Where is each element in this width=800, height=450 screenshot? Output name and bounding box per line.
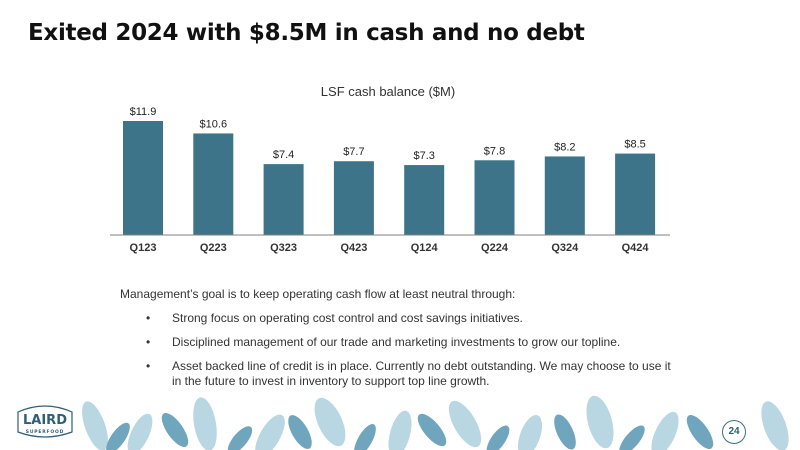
bullet-item: • Disciplined management of our trade and… [120,335,680,350]
bullet-marker: • [146,359,151,373]
bullets-intro: Management’s goal is to keep operating c… [120,287,516,301]
leaf-pattern-footer [82,395,789,450]
bullet-marker: • [146,311,151,325]
bar-q424 [615,153,656,235]
x-tick-label: Q323 [270,242,297,254]
x-tick-label: Q324 [551,242,579,254]
bar-q223 [193,133,234,235]
bullet-item: • Asset backed line of credit is in place… [120,359,680,389]
bar-q224 [474,160,515,235]
x-tick-label: Q424 [622,242,650,254]
chart-title: LSF cash balance ($M) [321,84,455,99]
x-tick-label: Q224 [481,242,509,254]
bar-value-label: $7.8 [484,145,505,157]
slide-title: Exited 2024 with $8.5M in cash and no de… [28,20,585,46]
laird-superfood-logo: LAIRD SUPERFOOD [17,405,73,438]
bullet-list: • Strong focus on operating cost control … [120,311,680,389]
cash-balance-chart: LSF cash balance ($M) $11.9 Q123 $10.6 Q223… [110,84,670,254]
bullet-item: • Strong focus on operating cost control … [120,311,680,326]
bullet-marker: • [146,335,151,349]
bar-q123 [123,121,163,235]
bullet-text: Disciplined management of our trade and … [172,335,621,349]
bar-value-label: $8.2 [554,141,575,153]
page-number: 24 [722,420,746,444]
bar-q124 [404,165,445,235]
svg-text:SUPERFOOD: SUPERFOOD [26,429,64,435]
bar-value-label: $7.4 [273,149,294,161]
bullet-section: Management’s goal is to keep operating c… [120,287,680,398]
bar-q324 [544,156,585,235]
leaf-shapes-dark [106,412,714,450]
leaf-shapes-light [82,395,789,450]
x-tick-label: Q123 [130,242,157,254]
x-tick-label: Q223 [200,242,227,254]
bar-q323 [263,164,304,235]
bar-value-label: $7.7 [343,146,364,158]
bar-value-label: $10.6 [200,118,228,130]
bar-value-label: $11.9 [130,106,157,118]
svg-text:LAIRD: LAIRD [23,413,67,428]
x-tick-label: Q423 [340,242,367,254]
bar-value-label: $8.5 [624,139,645,151]
bullet-text: Asset backed line of credit is in place.… [172,359,671,388]
bar-value-label: $7.3 [413,150,434,162]
bullet-text: Strong focus on operating cost control a… [172,311,523,325]
x-tick-label: Q124 [411,242,439,254]
bar-q423 [333,161,374,235]
